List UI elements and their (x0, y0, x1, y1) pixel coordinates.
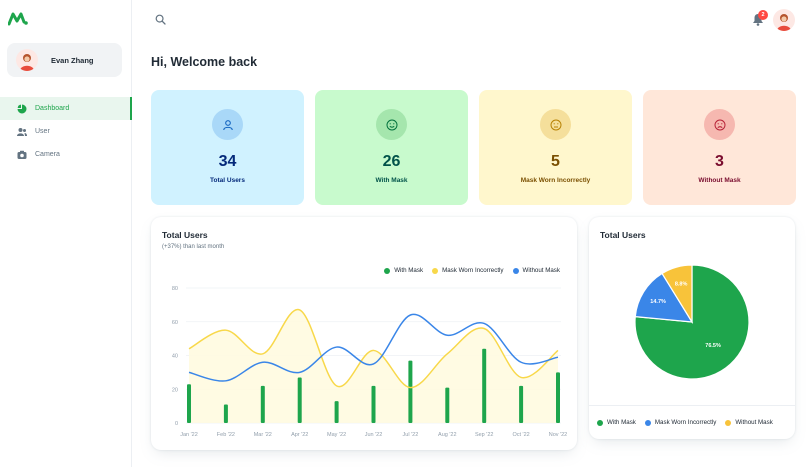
sidebar-item-label: User (35, 128, 50, 135)
stat-value: 26 (382, 153, 401, 170)
pie-value-label: 14.7% (650, 299, 666, 305)
y-tick-label: 40 (172, 354, 178, 360)
stat-label: With Mask (375, 177, 408, 184)
legend-item[interactable]: Mask Worn Incorrectly (644, 419, 717, 426)
area-fill-mask-worn-incorrectly (189, 309, 558, 423)
chart-title: Total Users (162, 230, 208, 240)
y-tick-label: 80 (172, 286, 178, 292)
total-users-chart-card: Total Users (+37%) than last month With … (151, 217, 577, 450)
legend-item[interactable]: Mask Worn Incorrectly (432, 267, 504, 274)
bar-with-mask[interactable] (482, 348, 487, 423)
legend-label: Mask Worn Incorrectly (654, 419, 717, 426)
legend-label: Without Mask (522, 267, 560, 274)
stat-card-without-mask: 3 Without Mask (643, 90, 796, 205)
bar-with-mask[interactable] (408, 360, 413, 423)
sidebar-item-dashboard[interactable]: Dashboard (0, 97, 132, 120)
stat-value: 3 (715, 153, 724, 170)
y-tick-label: 20 (172, 387, 178, 393)
legend-label: Without Mask (735, 419, 773, 426)
pie-slice[interactable] (661, 264, 693, 325)
logo-icon[interactable] (8, 10, 28, 26)
stat-card-total-users: 34 Total Users (151, 90, 304, 205)
bar-with-mask[interactable] (445, 387, 450, 423)
neutral-face-icon (540, 109, 571, 140)
legend-dot (644, 419, 651, 426)
legend-dot (432, 267, 439, 274)
y-tick-label: 60 (172, 320, 178, 326)
pie-value-label: 8.8% (675, 282, 688, 288)
search-icon[interactable] (155, 14, 166, 25)
x-tick-label: May '22 (327, 432, 346, 438)
sidebar-item-camera[interactable]: Camera (0, 143, 132, 166)
legend-label: With Mask (607, 419, 636, 426)
bar-with-mask[interactable] (260, 385, 265, 423)
line-bar-chart: 0 20 40 60 80 Jan '22 Feb '22 Mar '22 Apr '22 May… (172, 286, 567, 438)
stat-label: Total Users (210, 177, 245, 184)
legend-item[interactable]: Without Mask (725, 419, 773, 426)
bar-with-mask[interactable] (371, 385, 376, 423)
bar-with-mask[interactable] (187, 384, 191, 423)
x-tick-label: Mar '22 (254, 432, 272, 438)
avatar (16, 49, 38, 71)
avatar[interactable] (773, 9, 795, 31)
pie-chart-icon (17, 104, 27, 114)
account-name: Evan Zhang (51, 55, 94, 65)
page-title: Hi, Welcome back (151, 55, 258, 69)
chart-title: Total Users (600, 230, 646, 240)
legend-item[interactable]: With Mask (384, 267, 423, 274)
legend-dot (512, 267, 519, 274)
x-tick-label: Feb '22 (217, 432, 235, 438)
legend-dot (725, 419, 732, 426)
line-without-mask (188, 313, 559, 382)
bar-with-mask[interactable] (223, 404, 228, 423)
pie-value-label: 76.5% (705, 343, 721, 349)
stat-label: Without Mask (698, 177, 741, 184)
stat-value: 5 (551, 153, 560, 170)
pie-slice[interactable] (634, 264, 750, 380)
chart-legend: With Mask Mask Worn Incorrectly Without … (384, 267, 560, 274)
frown-icon (704, 109, 735, 140)
account-card[interactable]: Evan Zhang (7, 43, 122, 77)
bar-with-mask[interactable] (556, 372, 560, 423)
x-tick-label: Jan '22 (180, 432, 198, 438)
line-mask-worn-incorrectly (188, 309, 559, 389)
stat-value: 34 (218, 153, 237, 170)
sidebar-item-label: Dashboard (35, 105, 70, 112)
bar-with-mask[interactable] (519, 385, 524, 423)
sidebar-item-label: Camera (35, 151, 60, 158)
users-icon (17, 127, 27, 137)
x-tick-label: Jul '22 (403, 432, 419, 438)
stat-card-mask-worn-incorrectly: 5 Mask Worn Incorrectly (479, 90, 632, 205)
notification-badge: 2 (758, 10, 768, 20)
bar-with-mask[interactable] (297, 377, 302, 423)
x-tick-label: Oct '22 (512, 432, 529, 438)
legend-item[interactable]: Without Mask (512, 267, 560, 274)
sidebar-nav: Dashboard User Camera (0, 97, 132, 166)
x-tick-label: Apr '22 (291, 432, 308, 438)
y-tick-label: 0 (175, 421, 178, 427)
x-tick-label: Jun '22 (365, 432, 383, 438)
smile-icon (376, 109, 407, 140)
user-icon (212, 109, 243, 140)
pie-chart-card: Total Users 76.5% 14.7% 8.8% With Mask Mas… (589, 217, 795, 439)
bar-with-mask[interactable] (334, 401, 339, 423)
pie-slice[interactable] (634, 272, 694, 323)
pie-chart: 76.5% 14.7% 8.8% (634, 264, 750, 380)
stat-card-with-mask: 26 With Mask (315, 90, 468, 205)
legend-dot (384, 267, 391, 274)
chart-subtitle: (+37%) than last month (162, 244, 225, 250)
sidebar: Evan Zhang Dashboard User Camera (0, 0, 132, 467)
legend-label: With Mask (394, 267, 424, 274)
x-tick-label: Aug '22 (438, 432, 456, 438)
x-tick-label: Sep '22 (475, 432, 493, 438)
legend-label: Mask Worn Incorrectly (442, 267, 504, 274)
camera-icon (17, 150, 27, 160)
sidebar-item-user[interactable]: User (0, 120, 132, 143)
chart-legend: With Mask Mask Worn Incorrectly Without … (597, 419, 773, 426)
stat-label: Mask Worn Incorrectly (520, 177, 591, 184)
x-tick-label: Nov '22 (549, 432, 567, 438)
divider (589, 405, 795, 406)
legend-item[interactable]: With Mask (597, 419, 636, 426)
legend-dot (597, 419, 603, 426)
